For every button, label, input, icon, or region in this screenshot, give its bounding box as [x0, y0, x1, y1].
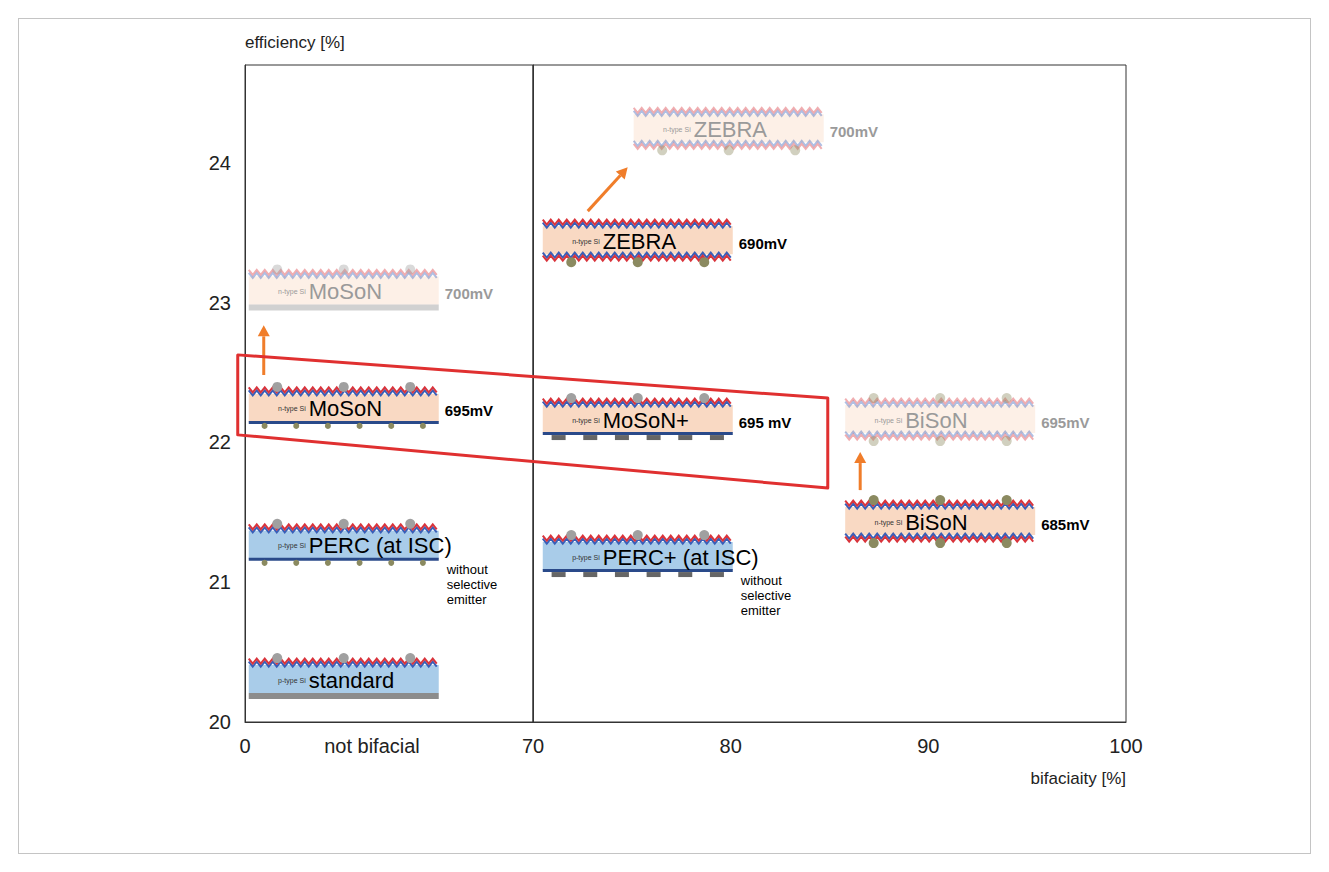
svg-text:p-type Si: p-type Si	[278, 677, 306, 685]
svg-text:n-type Si: n-type Si	[875, 519, 903, 527]
svg-text:p-type Si: p-type Si	[278, 542, 306, 550]
svg-text:20: 20	[209, 711, 231, 733]
svg-text:ZEBRA: ZEBRA	[694, 117, 768, 142]
svg-text:selective: selective	[741, 588, 792, 603]
svg-text:23: 23	[209, 292, 231, 314]
svg-text:bifaciaity [%]: bifaciaity [%]	[1031, 769, 1126, 788]
svg-text:n-type Si: n-type Si	[278, 288, 306, 296]
svg-text:without: without	[446, 562, 489, 577]
svg-text:BiSoN: BiSoN	[905, 510, 967, 535]
svg-text:PERC+ (at ISC): PERC+ (at ISC)	[603, 545, 759, 570]
svg-text:24: 24	[209, 152, 231, 174]
svg-text:p-type Si: p-type Si	[572, 554, 600, 562]
svg-text:695mV: 695mV	[445, 402, 493, 419]
svg-text:690mV: 690mV	[739, 235, 787, 252]
svg-text:n-type Si: n-type Si	[572, 238, 600, 246]
svg-text:70: 70	[522, 735, 544, 757]
svg-text:efficiency [%]: efficiency [%]	[245, 33, 345, 52]
svg-text:695 mV: 695 mV	[739, 414, 792, 431]
svg-text:not bifacial: not bifacial	[324, 735, 420, 757]
svg-text:MoSoN: MoSoN	[309, 396, 382, 421]
svg-text:0: 0	[239, 735, 250, 757]
svg-text:n-type Si: n-type Si	[875, 417, 903, 425]
svg-text:700mV: 700mV	[445, 285, 493, 302]
svg-text:MoSoN+: MoSoN+	[603, 408, 689, 433]
svg-text:695mV: 695mV	[1041, 414, 1089, 431]
svg-text:emitter: emitter	[447, 592, 487, 607]
svg-text:22: 22	[209, 431, 231, 453]
svg-text:n-type Si: n-type Si	[278, 405, 306, 413]
svg-text:PERC (at ISC): PERC (at ISC)	[309, 533, 452, 558]
svg-text:ZEBRA: ZEBRA	[603, 229, 677, 254]
svg-text:BiSoN: BiSoN	[905, 408, 967, 433]
svg-text:standard: standard	[309, 668, 395, 693]
svg-text:emitter: emitter	[741, 603, 781, 618]
svg-text:n-type Si: n-type Si	[572, 417, 600, 425]
svg-text:100: 100	[1109, 735, 1142, 757]
svg-text:n-type Si: n-type Si	[663, 126, 691, 134]
svg-text:90: 90	[917, 735, 939, 757]
svg-text:MoSoN: MoSoN	[309, 279, 382, 304]
svg-text:685mV: 685mV	[1041, 516, 1089, 533]
svg-text:selective: selective	[447, 577, 498, 592]
svg-text:700mV: 700mV	[830, 123, 878, 140]
svg-text:without: without	[740, 573, 783, 588]
svg-text:80: 80	[720, 735, 742, 757]
svg-text:21: 21	[209, 571, 231, 593]
